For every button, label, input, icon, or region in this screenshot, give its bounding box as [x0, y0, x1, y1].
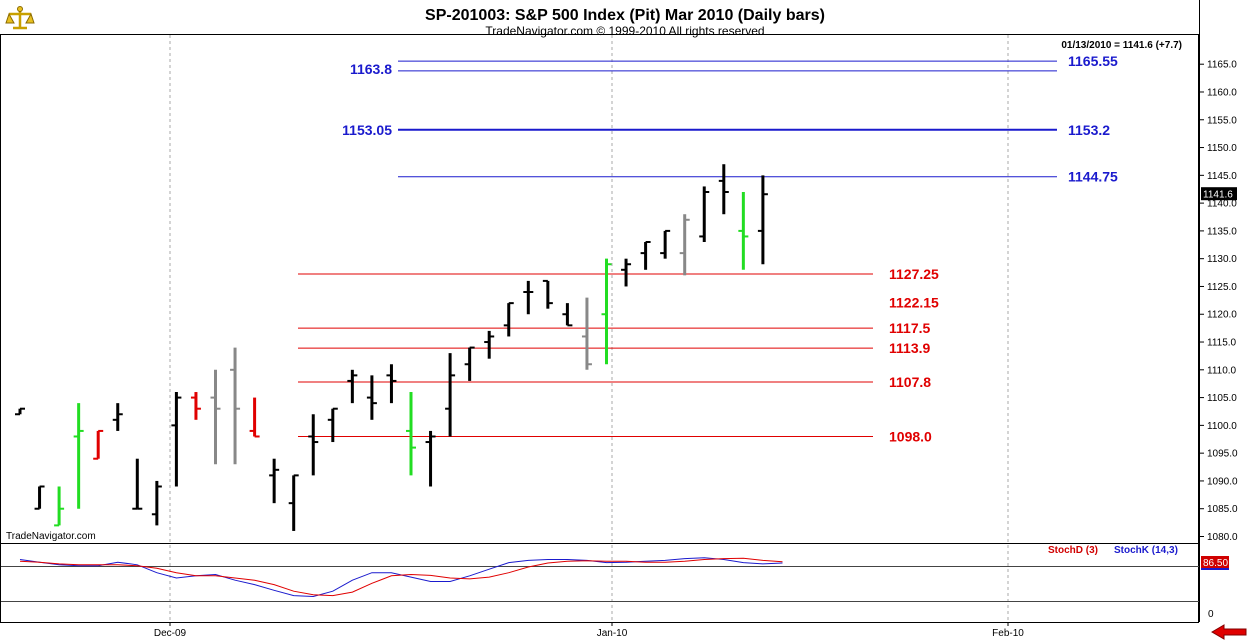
ohlc-bar [151, 480, 162, 526]
ohlc-bar [54, 486, 65, 527]
blue-level-left-label: 1153.05 [342, 122, 392, 138]
ohlc-bar [581, 297, 592, 370]
blue-level-label: 1144.75 [1068, 169, 1118, 185]
ohlc-bar [112, 403, 123, 431]
stoch-tag-text: 86.50 [1203, 558, 1228, 569]
ohlc-bar [308, 414, 319, 476]
stoch-pane-border [0, 543, 1199, 623]
date-tick-label: Jan-10 [597, 628, 628, 639]
ohlc-bar [327, 407, 338, 443]
ohlc-bar [249, 397, 260, 438]
ohlc-bar [660, 229, 671, 259]
chart-subtitle: TradeNavigator.com © 1999-2010 All right… [485, 24, 764, 38]
price-tick-label: 1155.0 [1207, 115, 1237, 126]
price-tick-label: 1140.0 [1207, 199, 1237, 210]
watermark-label: TradeNavigator.com [6, 531, 96, 542]
price-tick-label: 1115.0 [1207, 338, 1237, 349]
ohlc-bar [171, 392, 182, 487]
price-tick-label: 1135.0 [1207, 226, 1237, 237]
price-readout: 01/13/2010 = 1141.6 (+7.7) [1061, 40, 1182, 51]
ohlc-bar [542, 279, 553, 309]
stochastic-oscillator: StochD (3) StochK (14,3) 86.50 0 [1, 545, 1229, 620]
date-tick-label: Dec-09 [154, 628, 187, 639]
ohlc-bar [406, 392, 416, 476]
price-tick-label: 1125.0 [1207, 282, 1237, 293]
stoch-d-line [19, 557, 783, 597]
blue-level-label: 1165.55 [1068, 53, 1118, 69]
price-tick-label: 1100.0 [1207, 421, 1237, 432]
red-level-label: 1113.9 [889, 340, 930, 356]
red-level-label: 1117.5 [889, 320, 930, 336]
ohlc-bar [464, 346, 475, 381]
ohlc-bar [34, 485, 45, 510]
stoch-tag-underline [1201, 568, 1229, 570]
blue-level-label: 1153.2 [1068, 122, 1110, 138]
ohlc-bar [132, 458, 143, 510]
ohlc-bar [484, 330, 495, 359]
ohlc-bar [269, 458, 280, 504]
ohlc-bar [679, 214, 690, 276]
ohlc-bar [366, 375, 377, 420]
stoch-level-tag: 86.50 [1201, 556, 1229, 570]
ohlc-bar [210, 369, 221, 465]
price-axis: 1165.0 1160.0 1155.0 1150.0 1145.0 1140.0 1135… [1199, 60, 1238, 543]
price-tick-label: 1090.0 [1207, 476, 1238, 487]
scale-logo-icon[interactable] [5, 4, 35, 34]
vertical-gridlines [169, 35, 1009, 622]
stoch-k-line [19, 557, 783, 598]
red-level-label: 1098.0 [889, 428, 932, 444]
ohlc-bar [425, 430, 436, 487]
stoch-tag-bg [1201, 556, 1229, 568]
red-level-label: 1107.8 [889, 374, 931, 390]
ohlc-bar [718, 164, 729, 215]
price-tick-label: 1095.0 [1207, 449, 1238, 460]
stoch-k-label: StochK (14,3) [1114, 545, 1178, 556]
ohlc-bar [347, 369, 358, 404]
ohlc-bar [73, 403, 84, 509]
stoch-d-label: StochD (3) [1048, 545, 1098, 556]
scroll-left-arrow-icon[interactable] [1211, 624, 1247, 640]
ohlc-bar [93, 429, 104, 460]
price-tick-label: 1165.0 [1207, 60, 1237, 71]
ohlc-bar [601, 258, 612, 365]
price-tick-label: 1110.0 [1207, 365, 1237, 376]
last-price-tag: 1141.6 [1201, 187, 1237, 201]
ohlc-bar [621, 258, 632, 287]
ohlc-bar [738, 191, 749, 270]
red-level-label: 1127.25 [889, 266, 939, 282]
ohlc-bars [15, 164, 768, 531]
price-pane-border [0, 34, 1199, 544]
ohlc-bar [523, 280, 534, 315]
red-level-label: 1122.15 [889, 294, 939, 310]
blue-level-left-label: 1163.8 [350, 61, 392, 77]
price-tick-label: 1150.0 [1207, 143, 1237, 154]
price-tick-label: 1160.0 [1207, 87, 1237, 98]
price-tick-label: 1145.0 [1207, 171, 1237, 182]
ohlc-bar [15, 407, 25, 416]
price-tick-label: 1130.0 [1207, 254, 1237, 265]
ohlc-bar [190, 392, 201, 420]
chart-title: SP-201003: S&P 500 Index (Pit) Mar 2010 … [425, 7, 825, 24]
date-tick-label: Feb-10 [992, 628, 1024, 639]
price-tick-label: 1080.0 [1207, 532, 1238, 543]
ohlc-bar [288, 474, 299, 531]
svg-text:1141.6: 1141.6 [1203, 190, 1233, 201]
ohlc-bar [699, 186, 710, 243]
price-tick-label: 1105.0 [1207, 393, 1237, 404]
ohlc-bar [640, 241, 651, 270]
ohlc-bar [445, 353, 456, 437]
stoch-zero-label: 0 [1208, 609, 1214, 620]
price-tick-label: 1085.0 [1207, 504, 1238, 515]
ohlc-bar [503, 302, 514, 337]
ohlc-bar [562, 303, 573, 327]
ohlc-bar [757, 175, 768, 265]
ohlc-bar [230, 347, 241, 465]
date-axis: Dec-09 Jan-10 Feb-10 [154, 622, 1024, 639]
ohlc-bar [386, 364, 397, 404]
support-resistance-levels: 1165.55 1163.8 1153.2 1153.05 1144.75 1127.25… [298, 53, 1118, 444]
price-tick-label: 1120.0 [1207, 310, 1237, 321]
